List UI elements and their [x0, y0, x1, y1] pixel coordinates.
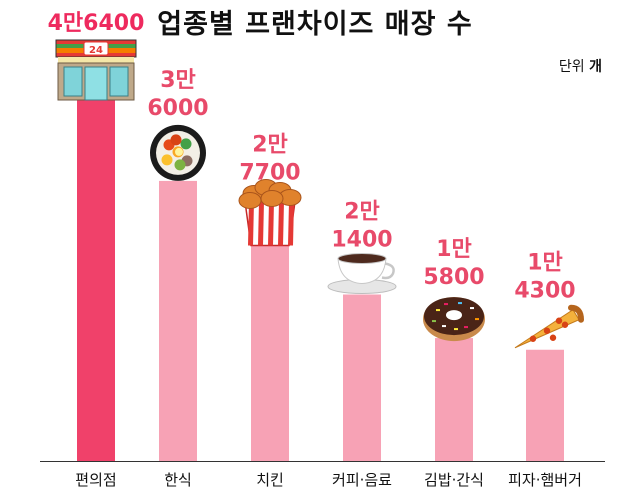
category-label: 커피·음료 — [332, 471, 392, 489]
value-label: 5800 — [423, 265, 484, 290]
pizza-slice-icon — [514, 304, 584, 349]
value-label: 2만 — [252, 132, 288, 157]
donut-sprinkle — [470, 307, 474, 310]
bowl-egg — [175, 147, 183, 156]
value-label: 3만 — [160, 68, 196, 93]
pizza-pepperoni — [555, 317, 563, 324]
pizza-crust — [568, 304, 584, 323]
unit-note: 단위 개 — [559, 56, 602, 76]
donut-sprinkle — [454, 328, 458, 331]
donut-sprinkle — [442, 325, 446, 328]
category-label: 편의점 — [75, 471, 116, 489]
bar-6 — [526, 349, 564, 461]
store-sign-badge — [83, 41, 109, 56]
value-label: 7700 — [239, 160, 300, 185]
value-label: 1만 — [436, 237, 472, 262]
bowl-topping — [180, 138, 192, 150]
donut-sprinkle — [475, 318, 479, 321]
pizza-pepperoni — [529, 335, 537, 342]
store-window-right — [109, 66, 129, 97]
convenience-store-icon: 24 — [55, 39, 137, 101]
value-label: 1400 — [331, 228, 392, 253]
category-label: 김밥·간식 — [424, 471, 484, 489]
category-label: 치킨 — [256, 471, 284, 489]
unit-value: 개 — [589, 59, 602, 75]
fried-chicken-icon — [238, 178, 302, 247]
pizza-pepperoni — [543, 327, 551, 334]
bowl-topping — [174, 159, 186, 171]
donut-sprinkle — [464, 326, 468, 329]
bucket-stripe — [278, 201, 284, 246]
value-label: 4만6400 — [48, 11, 145, 36]
category-label: 한식 — [164, 471, 192, 489]
coffee-surface — [337, 253, 387, 265]
chicken-piece — [260, 189, 284, 207]
coffee-cup-icon — [327, 253, 397, 295]
bowl-topping — [170, 134, 182, 146]
store-sign-text: 24 — [89, 45, 103, 56]
pizza-pepperoni — [549, 334, 557, 341]
bucket-stripe — [288, 201, 294, 246]
bar-5 — [435, 338, 473, 461]
bibimbap-icon — [150, 124, 206, 181]
cup-handle — [381, 262, 395, 280]
bar-4 — [343, 294, 381, 461]
bar-2 — [159, 180, 197, 461]
bar-3 — [251, 245, 289, 461]
cup-body — [337, 258, 387, 285]
bar-1 — [77, 100, 115, 461]
donut-sprinkle — [432, 320, 436, 323]
donut-hole — [446, 310, 462, 321]
bucket-stripe — [248, 201, 254, 246]
pizza-pepperoni — [561, 321, 569, 328]
chicken-piece — [238, 191, 262, 209]
donut-sprinkle — [444, 303, 448, 306]
bowl-topping — [161, 154, 173, 166]
value-label: 1만 — [527, 251, 563, 276]
bucket-stripe — [268, 201, 274, 246]
chart-title: 업종별 프랜차이즈 매장 수 — [157, 9, 473, 40]
store-door — [84, 66, 108, 101]
store-awning — [58, 57, 134, 63]
donut-sprinkle — [436, 309, 440, 312]
store-window-left — [63, 66, 83, 97]
unit-label: 단위 — [558, 59, 585, 75]
bucket-stripe — [258, 201, 264, 246]
value-label: 4300 — [514, 279, 575, 304]
donut-sprinkle — [458, 302, 462, 305]
category-label: 피자·햄버거 — [508, 471, 582, 489]
value-label: 2만 — [344, 200, 380, 225]
donut-icon — [423, 297, 485, 342]
value-label: 6000 — [147, 96, 208, 121]
